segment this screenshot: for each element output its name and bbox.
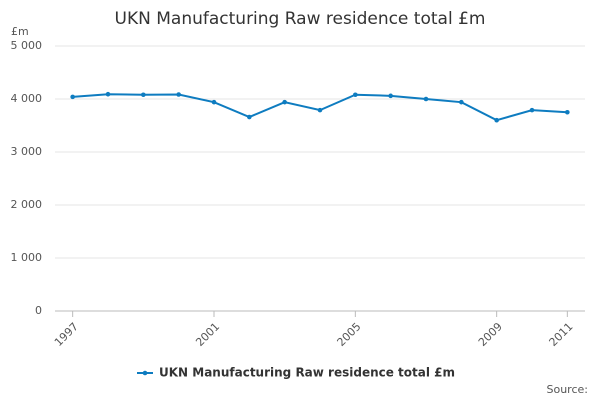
x-tick-label: 2009 — [476, 320, 505, 349]
source: Source: — [547, 383, 589, 396]
y-tick-label: 1 000 — [11, 251, 43, 264]
chart-title: UKN Manufacturing Raw residence total £m — [115, 9, 486, 29]
data-point — [494, 117, 499, 123]
data-point — [70, 94, 75, 100]
data-point — [247, 114, 252, 120]
data-point — [565, 109, 570, 115]
data-point — [423, 96, 429, 102]
legend-label: UKN Manufacturing Raw residence total £m — [159, 366, 455, 380]
data-point — [388, 93, 393, 99]
y-tick-label: 2 000 — [11, 198, 43, 211]
x-tick-label: 2011 — [547, 320, 576, 349]
data-point — [176, 92, 181, 97]
data-point — [353, 92, 358, 98]
data-point — [529, 107, 535, 113]
y-tick-label: 0 — [35, 304, 42, 317]
y-tick-label: 4 000 — [11, 92, 43, 105]
series-line — [72, 93, 568, 122]
data-point — [141, 92, 146, 98]
data-point — [211, 99, 217, 105]
data-point — [459, 99, 464, 105]
x-tick-label: 2001 — [193, 320, 222, 349]
legend-marker — [142, 370, 148, 376]
y-tick-label: 5 000 — [11, 39, 43, 52]
y-axis-unit: £m — [11, 25, 29, 38]
data-point — [105, 91, 111, 97]
x-tick-label: 2005 — [335, 320, 364, 349]
data-point — [282, 99, 287, 105]
data-point — [317, 107, 323, 113]
y-tick-label: 3 000 — [11, 145, 43, 158]
x-tick-label: 1997 — [52, 320, 81, 349]
